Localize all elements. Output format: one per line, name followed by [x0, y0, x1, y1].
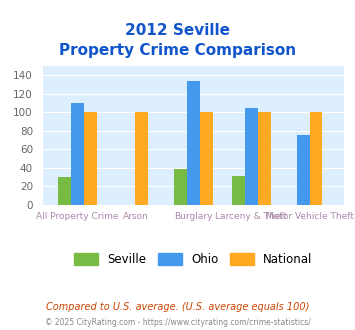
Text: Property Crime Comparison: Property Crime Comparison: [59, 43, 296, 58]
Bar: [174, 169, 187, 205]
Text: Compared to U.S. average. (U.S. average equals 100): Compared to U.S. average. (U.S. average …: [46, 302, 309, 312]
Legend: Seville, Ohio, National: Seville, Ohio, National: [70, 248, 317, 271]
Bar: [58, 177, 71, 205]
Bar: [84, 112, 97, 205]
Bar: [310, 112, 322, 205]
Bar: [136, 112, 148, 205]
Bar: [187, 81, 200, 205]
Text: 2012 Seville: 2012 Seville: [125, 23, 230, 38]
Bar: [245, 108, 258, 205]
Bar: [71, 103, 84, 205]
Bar: [233, 176, 245, 205]
Text: © 2025 CityRating.com - https://www.cityrating.com/crime-statistics/: © 2025 CityRating.com - https://www.city…: [45, 318, 310, 327]
Bar: [297, 135, 310, 205]
Bar: [258, 112, 271, 205]
Bar: [200, 112, 213, 205]
